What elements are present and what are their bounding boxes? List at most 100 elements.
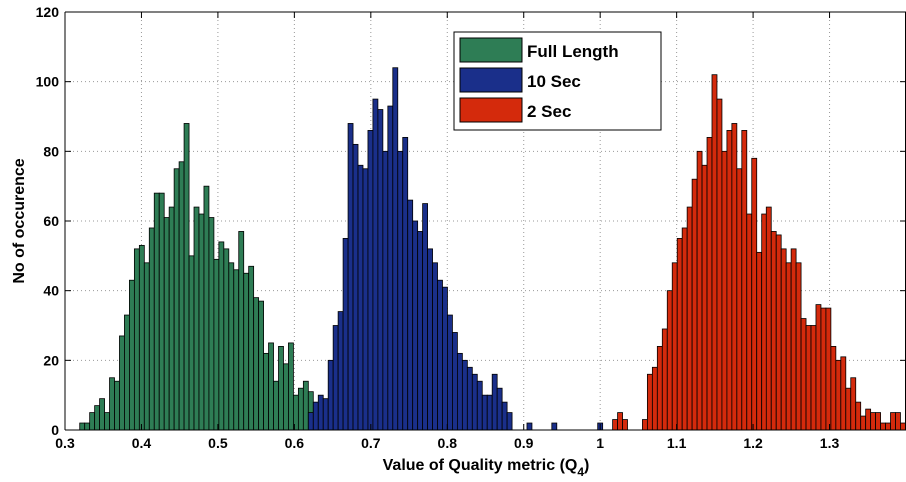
histogram-bar: [496, 387, 503, 430]
histogram-bar: [213, 258, 220, 430]
legend-label: 10 Sec: [527, 72, 581, 91]
histogram-bar: [163, 217, 170, 430]
histogram-bar: [726, 130, 733, 430]
histogram-bar: [466, 366, 473, 430]
y-tick-label: 100: [36, 74, 60, 90]
histogram-bar: [297, 387, 304, 430]
histogram-bar: [188, 255, 195, 430]
histogram-bar: [337, 311, 344, 430]
legend-label: 2 Sec: [527, 102, 571, 121]
histogram-bar: [486, 394, 493, 430]
histogram-bar: [283, 363, 289, 430]
histogram-bar: [830, 345, 837, 430]
histogram-bar: [233, 269, 240, 430]
histogram-bar: [447, 314, 453, 430]
histogram-bar: [124, 314, 130, 430]
histogram-bar: [666, 290, 673, 430]
histogram-bar: [268, 342, 274, 430]
histogram-bar: [790, 248, 797, 430]
histogram-bar: [248, 265, 255, 430]
histogram-bar: [129, 279, 135, 430]
histogram-bar: [825, 307, 832, 430]
histogram-bar: [278, 345, 284, 430]
histogram-bar: [193, 206, 200, 430]
histogram-bar: [686, 206, 693, 430]
y-axis-label: No of occurence: [11, 158, 28, 283]
histogram-bar: [506, 412, 513, 430]
histogram-bar: [800, 318, 807, 430]
histogram-bar: [198, 213, 205, 430]
histogram-bar: [173, 168, 180, 430]
histogram-bar: [810, 325, 817, 430]
x-tick-label: 1.2: [743, 435, 763, 451]
histogram-bar: [387, 105, 394, 430]
histogram-bar: [228, 262, 235, 430]
histogram-bar: [820, 307, 827, 430]
histogram-bar: [183, 123, 190, 430]
x-tick-label: 0.3: [55, 435, 75, 451]
histogram-bar: [223, 248, 230, 430]
bars-group: [79, 67, 906, 430]
histogram-bar: [780, 248, 787, 430]
histogram-bar: [880, 422, 886, 430]
series-1: [307, 67, 604, 430]
x-axis-label-close: ): [584, 457, 589, 474]
histogram-bar: [153, 192, 160, 430]
legend: Full Length 10 Sec 2 Sec: [453, 31, 662, 131]
histogram-bar: [203, 185, 210, 430]
y-tick-label: 120: [36, 4, 60, 20]
x-tick-label: 1.3: [820, 435, 840, 451]
histogram-bar: [706, 136, 713, 430]
histogram-bar: [94, 405, 100, 430]
series-0: [79, 123, 314, 430]
histogram-bar: [721, 150, 728, 430]
histogram-bar: [99, 398, 105, 430]
histogram-bar: [646, 373, 653, 430]
histogram-bar: [208, 217, 215, 430]
histogram-bar: [716, 98, 723, 430]
histogram-bar: [138, 244, 145, 430]
histogram-bar: [114, 380, 120, 430]
histogram-bar: [731, 123, 738, 430]
histogram-bar: [422, 203, 428, 430]
histogram-bar: [417, 231, 424, 430]
histogram-bar: [452, 332, 458, 430]
histogram-bar: [701, 164, 708, 430]
histogram-bar: [327, 359, 334, 430]
histogram-bar: [382, 150, 389, 430]
histogram-bar: [407, 199, 414, 430]
histogram-bar: [109, 377, 115, 430]
x-tick-label: 0.8: [438, 435, 458, 451]
histogram-bar: [352, 143, 359, 430]
x-tick-label: 1: [596, 435, 604, 451]
histogram-bar: [696, 150, 703, 430]
x-tick-label: 0.7: [361, 435, 381, 451]
histogram-bar: [148, 227, 155, 430]
histogram-bar: [845, 387, 852, 430]
histogram-bar: [347, 123, 354, 430]
histogram-bar: [471, 373, 478, 430]
histogram-bar: [397, 150, 404, 430]
y-tick-label: 60: [43, 213, 59, 229]
x-axis-label: Value of Quality metric (Q4): [383, 457, 590, 479]
histogram-bar: [656, 345, 663, 430]
histogram-bar: [736, 168, 743, 430]
histogram-bar: [885, 422, 891, 430]
legend-label: Full Length: [527, 42, 619, 61]
x-tick-labels: 0.3 0.4 0.5 0.6 0.7 0.8 0.9 1 1.1 1.2 1.3: [55, 435, 839, 451]
histogram-bar: [855, 401, 862, 430]
histogram-bar: [317, 394, 324, 430]
histogram-bar: [622, 419, 628, 430]
legend-swatch: [459, 67, 523, 93]
histogram-bar: [691, 178, 698, 430]
histogram-bar: [367, 130, 374, 430]
histogram-bar: [288, 342, 294, 430]
histogram-bar: [815, 304, 822, 430]
histogram-bar: [860, 415, 867, 430]
histogram-bar: [119, 335, 125, 430]
histogram-bar: [751, 157, 758, 430]
histogram-bar: [307, 412, 314, 430]
histogram-bar: [612, 419, 618, 430]
histogram-bar: [412, 220, 419, 430]
x-tick-label: 0.9: [514, 435, 534, 451]
